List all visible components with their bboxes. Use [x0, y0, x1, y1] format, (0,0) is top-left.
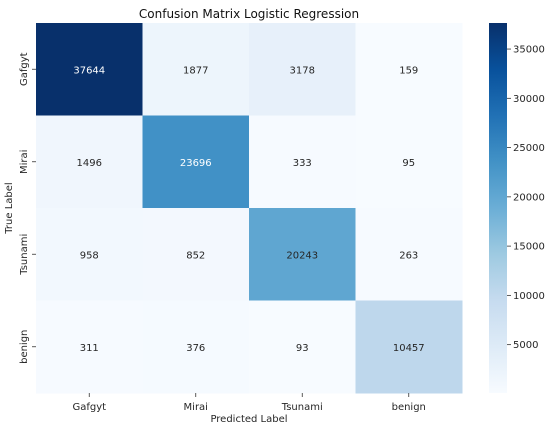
x-tick-label: Gafgyt — [72, 402, 106, 413]
heatmap-cell — [249, 23, 356, 116]
heatmap-cell — [36, 115, 143, 209]
y-tick-label: benign — [19, 330, 30, 364]
cell-value-label: 376 — [186, 343, 205, 354]
heatmap-cell — [249, 115, 356, 209]
heatmap-cell — [355, 300, 463, 394]
y-axis-ticks: Gafgyt Mirai Tsunami benign — [19, 52, 36, 364]
cell-value-label: 852 — [186, 250, 205, 261]
colorbar-tick-label: 25000 — [513, 143, 545, 154]
heatmap-cell-labels: 37644 1877 3178 159 1496 23696 333 95 958 852 2024… — [73, 65, 424, 354]
heatmap-cells — [36, 23, 463, 394]
cell-value-label: 958 — [80, 250, 99, 261]
cell-value-label: 1496 — [77, 158, 102, 169]
cell-value-label: 263 — [399, 250, 418, 261]
x-tick-label: Tsunami — [281, 402, 323, 413]
x-axis-ticks: Gafgyt Mirai Tsunami benign — [72, 393, 426, 413]
heatmap-cell — [36, 300, 143, 394]
heatmap-cell — [142, 115, 250, 209]
x-tick-label: benign — [392, 402, 426, 413]
heatmap-cell — [142, 23, 250, 116]
cell-value-label: 20243 — [286, 250, 318, 261]
heatmap-cell — [36, 208, 143, 301]
cell-value-label: 159 — [399, 65, 418, 76]
heatmap-cell — [249, 208, 356, 301]
colorbar-tick-label: 5000 — [513, 340, 538, 351]
cell-value-label: 311 — [80, 343, 99, 354]
x-tick-label: Mirai — [184, 402, 208, 413]
cell-value-label: 93 — [296, 343, 309, 354]
cell-value-label: 37644 — [73, 65, 105, 76]
x-axis-label: Predicted Label — [210, 414, 287, 425]
cell-value-label: 333 — [293, 158, 312, 169]
colorbar-tick-label: 20000 — [513, 192, 545, 203]
heatmap-cell — [249, 300, 356, 394]
colorbar-ticks: 5000 10000 15000 20000 25000 30000 35000 — [507, 45, 545, 351]
colorbar-tick-label: 10000 — [513, 291, 545, 302]
heatmap-cell — [355, 208, 463, 301]
y-tick-label: Mirai — [19, 150, 30, 174]
heatmap-cell — [142, 208, 250, 301]
y-tick-label: Gafgyt — [19, 52, 30, 86]
cell-value-label: 95 — [402, 158, 415, 169]
cell-value-label: 23696 — [180, 158, 212, 169]
colorbar-tick-label: 30000 — [513, 94, 545, 105]
heatmap-cell — [355, 23, 463, 116]
colorbar-tick-label: 15000 — [513, 242, 545, 253]
colorbar — [489, 23, 507, 393]
cell-value-label: 3178 — [290, 65, 315, 76]
cell-value-label: 10457 — [393, 343, 425, 354]
chart-title: Confusion Matrix Logistic Regression — [139, 7, 359, 21]
y-tick-label: Tsunami — [19, 234, 30, 276]
y-axis-label: True Label — [4, 182, 15, 234]
heatmap-cell — [355, 115, 463, 209]
colorbar-tick-label: 35000 — [513, 45, 545, 56]
cell-value-label: 1877 — [183, 65, 208, 76]
heatmap-cell — [142, 300, 250, 394]
heatmap-cell — [36, 23, 143, 116]
